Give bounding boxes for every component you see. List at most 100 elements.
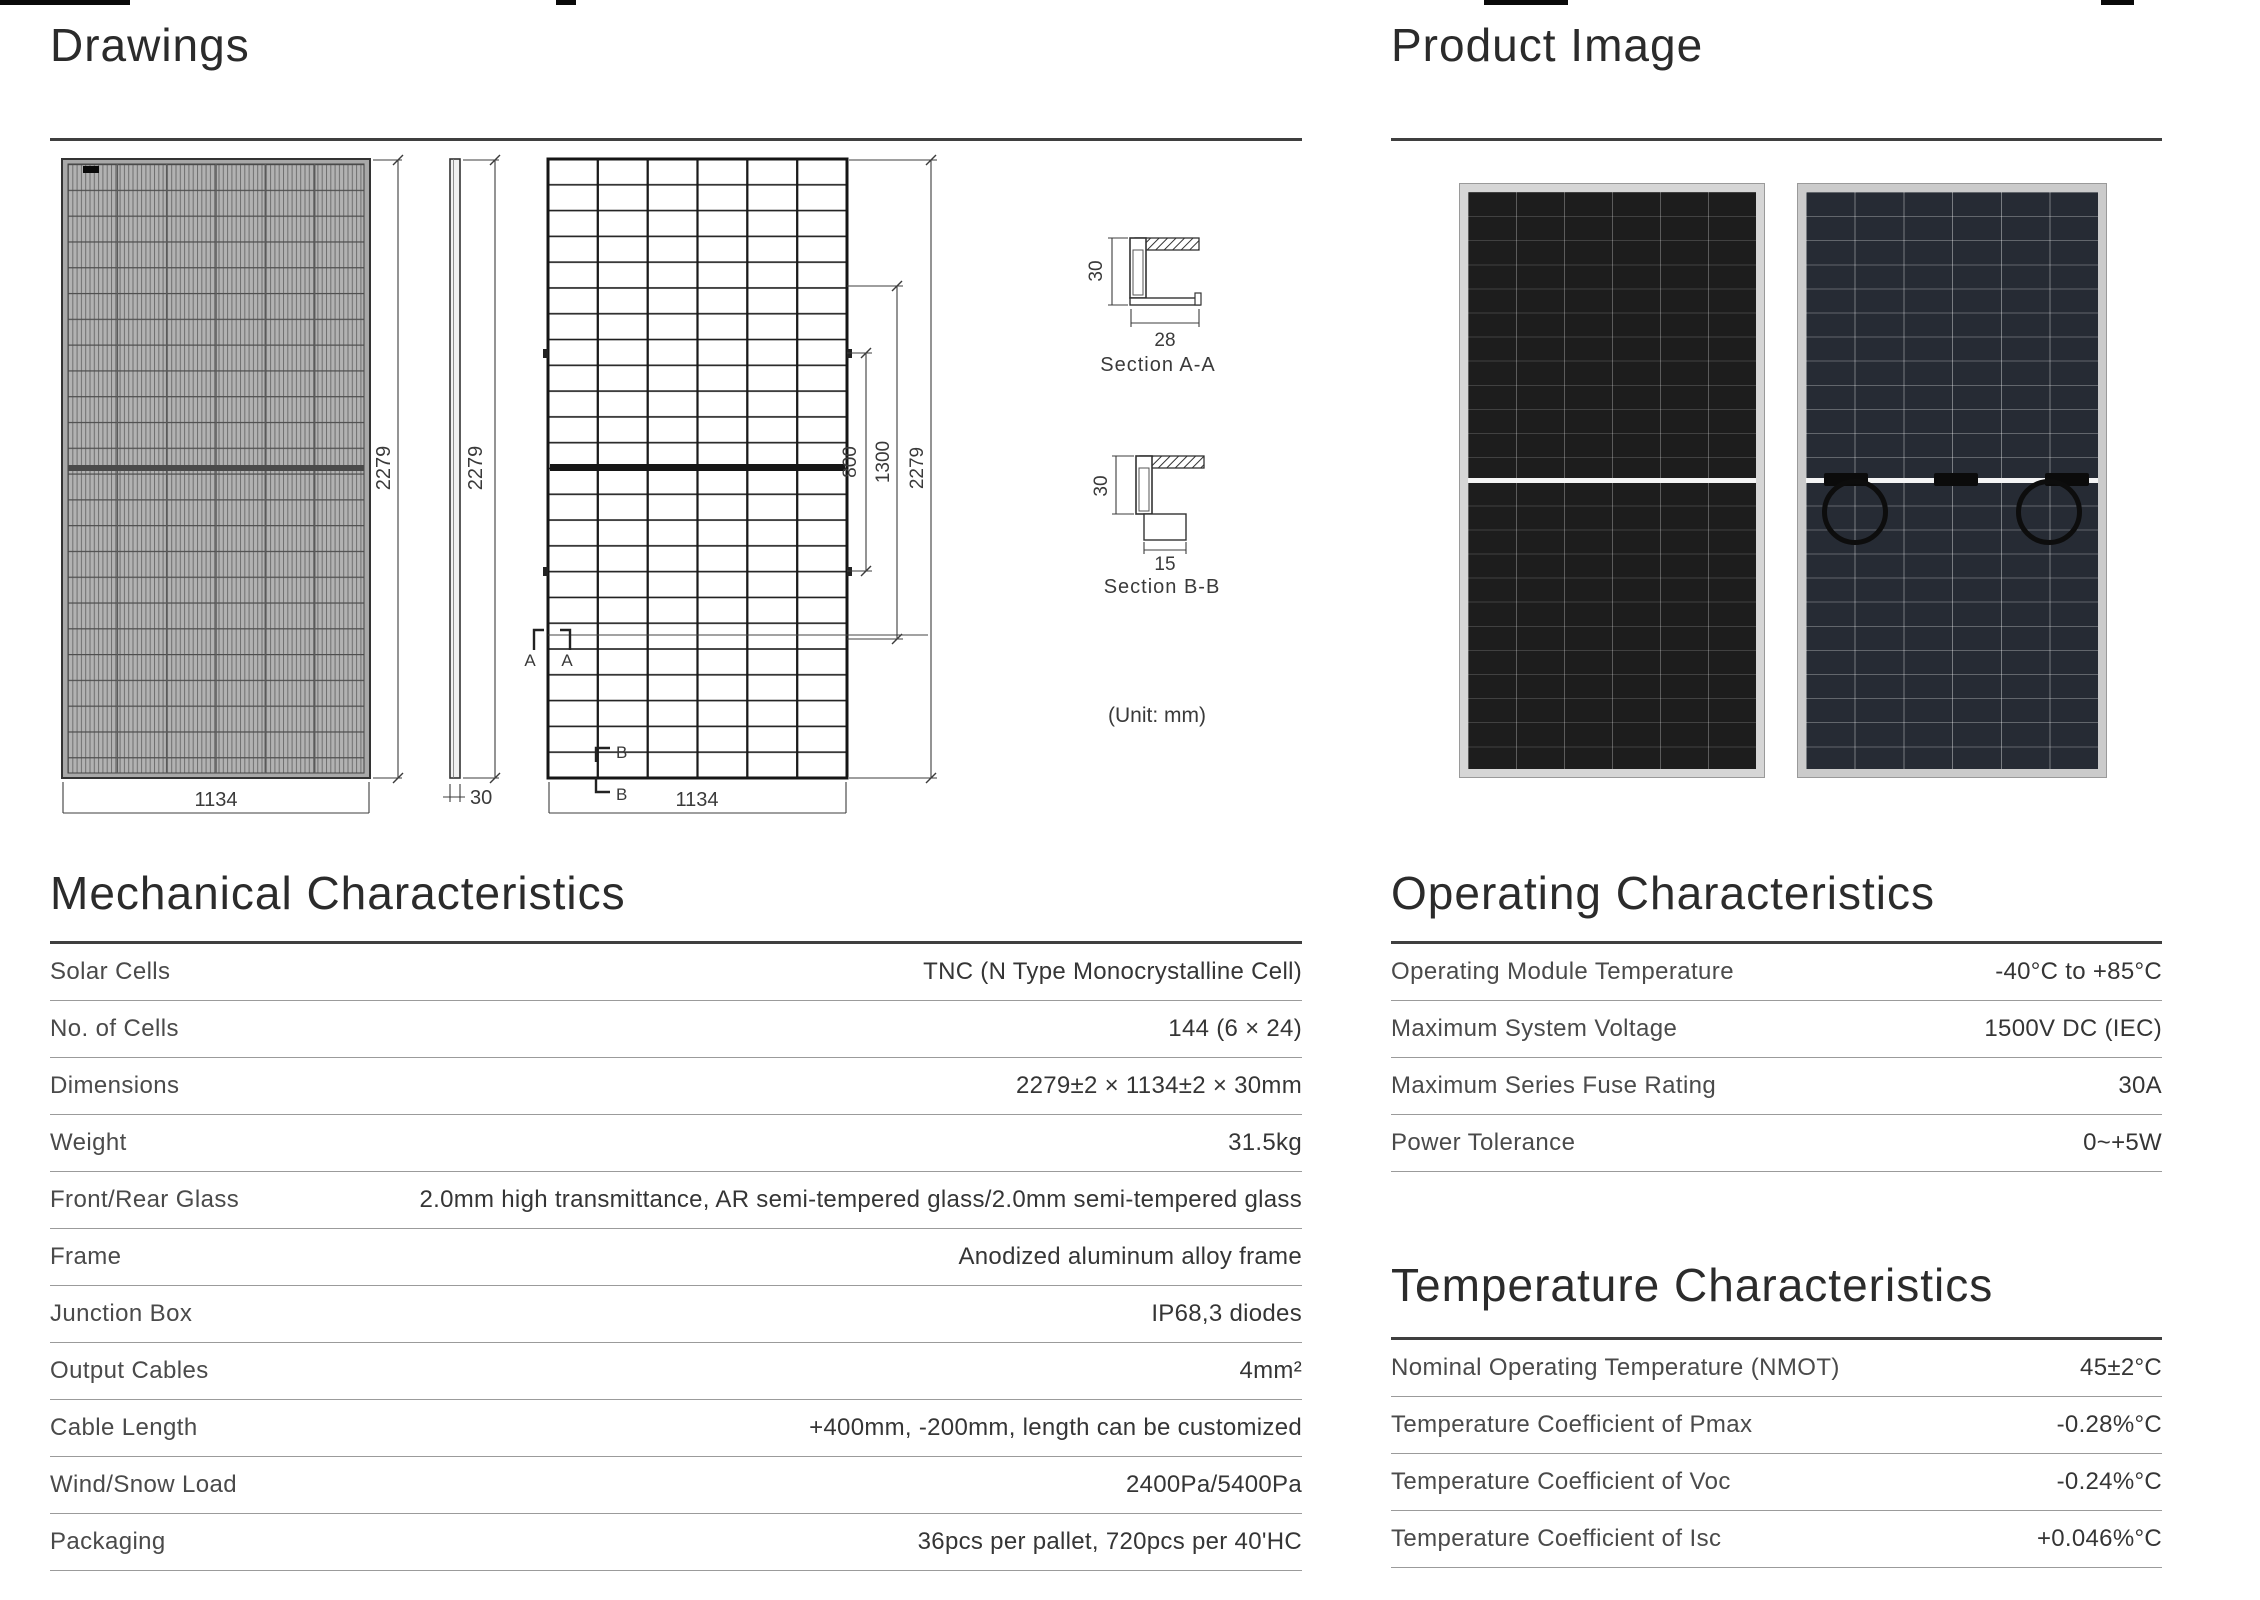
- row-label: Wind/Snow Load: [50, 1471, 238, 1498]
- row-value: -40°C to +85°C: [1995, 958, 2162, 985]
- operating-title: Operating Characteristics: [1391, 867, 1935, 919]
- table-row: Front/Rear Glass 2.0mm high transmittanc…: [50, 1172, 1302, 1229]
- table-row: Output Cables 4mm²: [50, 1343, 1302, 1400]
- section-bb-drawing: 30 15 Section B-B: [1091, 455, 1221, 598]
- page-edge-artifact: [0, 0, 130, 5]
- row-value: 4mm²: [1239, 1357, 1302, 1384]
- table-row: Operating Module Temperature -40°C to +8…: [1391, 944, 2162, 1001]
- page-edge-artifact: [1484, 0, 1568, 5]
- drawings-section-header: Drawings: [50, 18, 1302, 73]
- section-marker-a: A: [561, 651, 573, 670]
- drawings-title: Drawings: [50, 19, 250, 71]
- row-value: IP68,3 diodes: [1151, 1300, 1302, 1327]
- row-value: 0~+5W: [2083, 1129, 2162, 1156]
- row-label: No. of Cells: [50, 1015, 179, 1042]
- row-value: 36pcs per pallet, 720pcs per 40'HC: [917, 1528, 1302, 1555]
- table-row: Cable Length +400mm, -200mm, length can …: [50, 1400, 1302, 1457]
- table-row: Junction Box IP68,3 diodes: [50, 1286, 1302, 1343]
- row-value: +400mm, -200mm, length can be customized: [809, 1414, 1302, 1441]
- operating-section-header: Operating Characteristics: [1391, 866, 2162, 921]
- row-label: Frame: [50, 1243, 122, 1270]
- side-height-dim: 2279: [465, 446, 487, 491]
- side-view-drawing: 2279 30: [443, 154, 501, 809]
- row-value: 31.5kg: [1228, 1129, 1302, 1156]
- table-row: Temperature Coefficient of Voc -0.24%°C: [1391, 1454, 2162, 1511]
- row-value: -0.28%°C: [2056, 1411, 2162, 1438]
- section-aa-width-dim: 28: [1154, 330, 1175, 351]
- product-image-title-rule: [1391, 138, 2162, 141]
- rear-dim-800: 800: [840, 446, 861, 478]
- table-row: Nominal Operating Temperature (NMOT) 45±…: [1391, 1340, 2162, 1397]
- row-label: Temperature Coefficient of Voc: [1391, 1468, 1731, 1495]
- row-label: Temperature Coefficient of Isc: [1391, 1525, 1722, 1552]
- panel-middle-gap: [1468, 477, 1756, 483]
- table-row: Temperature Coefficient of Pmax -0.28%°C: [1391, 1397, 2162, 1454]
- front-view-drawing: 1134 2279: [61, 154, 404, 814]
- section-aa-height-dim: 30: [1086, 260, 1107, 281]
- table-row: Packaging 36pcs per pallet, 720pcs per 4…: [50, 1514, 1302, 1571]
- table-row: Frame Anodized aluminum alloy frame: [50, 1229, 1302, 1286]
- row-value: 144 (6 × 24): [1168, 1015, 1302, 1042]
- rear-view-drawing: 1134 A A B B 800 1300 2279: [524, 154, 937, 814]
- row-label: Temperature Coefficient of Pmax: [1391, 1411, 1753, 1438]
- drawings-title-rule: [50, 138, 1302, 141]
- row-value: 1500V DC (IEC): [1984, 1015, 2162, 1042]
- row-value: 30A: [2118, 1072, 2162, 1099]
- table-row: No. of Cells 144 (6 × 24): [50, 1001, 1302, 1058]
- table-row: Wind/Snow Load 2400Pa/5400Pa: [50, 1457, 1302, 1514]
- row-label: Nominal Operating Temperature (NMOT): [1391, 1354, 1840, 1381]
- table-row: Solar Cells TNC (N Type Monocrystalline …: [50, 944, 1302, 1001]
- side-thickness-dim: 30: [470, 787, 492, 809]
- row-value: +0.046%°C: [2036, 1525, 2162, 1552]
- section-bb-height-dim: 30: [1091, 475, 1112, 496]
- row-value: 2400Pa/5400Pa: [1125, 1471, 1302, 1498]
- section-marker-b: B: [616, 743, 627, 762]
- row-value: -0.24%°C: [2056, 1468, 2162, 1495]
- panel-cells-front: [1468, 192, 1756, 769]
- row-value: 45±2°C: [2080, 1354, 2162, 1381]
- section-marker-b: B: [616, 785, 627, 804]
- output-cable-loop: [1822, 478, 1888, 545]
- row-value: 2.0mm high transmittance, AR semi-temper…: [419, 1186, 1302, 1213]
- product-photo-front: [1459, 183, 1765, 778]
- section-marker-a: A: [524, 651, 536, 670]
- product-image-title: Product Image: [1391, 19, 1704, 71]
- table-row: Maximum Series Fuse Rating 30A: [1391, 1058, 2162, 1115]
- panel-cells-rear: [1806, 192, 2098, 769]
- row-label: Weight: [50, 1129, 127, 1156]
- temperature-section-header: Temperature Characteristics: [1391, 1258, 2162, 1313]
- section-bb-label: Section B-B: [1104, 576, 1221, 598]
- table-row: Dimensions 2279±2 × 1134±2 × 30mm: [50, 1058, 1302, 1115]
- table-row: Temperature Coefficient of Isc +0.046%°C: [1391, 1511, 2162, 1568]
- unit-note: (Unit: mm): [1108, 704, 1206, 727]
- temperature-table: Nominal Operating Temperature (NMOT) 45±…: [1391, 1337, 2162, 1568]
- output-cable-loop: [2016, 478, 2082, 545]
- mechanical-table: Solar Cells TNC (N Type Monocrystalline …: [50, 941, 1302, 1571]
- section-aa-drawing: 30 28 Section A-A: [1086, 237, 1215, 376]
- page-edge-artifact: [556, 0, 576, 5]
- row-label: Front/Rear Glass: [50, 1186, 240, 1213]
- row-value: TNC (N Type Monocrystalline Cell): [923, 958, 1302, 985]
- product-image-section-header: Product Image: [1391, 18, 2162, 73]
- row-label: Packaging: [50, 1528, 166, 1555]
- temperature-title: Temperature Characteristics: [1391, 1259, 1994, 1311]
- front-width-dim: 1134: [194, 789, 237, 811]
- operating-table: Operating Module Temperature -40°C to +8…: [1391, 941, 2162, 1172]
- row-label: Dimensions: [50, 1072, 180, 1099]
- table-row: Maximum System Voltage 1500V DC (IEC): [1391, 1001, 2162, 1058]
- row-label: Cable Length: [50, 1414, 198, 1441]
- mechanical-section-header: Mechanical Characteristics: [50, 866, 1302, 921]
- product-photo-rear: [1797, 183, 2107, 778]
- row-label: Maximum Series Fuse Rating: [1391, 1072, 1717, 1099]
- page-edge-artifact: [2101, 0, 2134, 5]
- technical-drawings: 1134 2279 2279 30: [61, 154, 1221, 814]
- row-label: Operating Module Temperature: [1391, 958, 1734, 985]
- row-label: Power Tolerance: [1391, 1129, 1576, 1156]
- row-value: Anodized aluminum alloy frame: [958, 1243, 1302, 1270]
- table-row: Weight 31.5kg: [50, 1115, 1302, 1172]
- junction-box: [1934, 472, 1979, 486]
- row-label: Solar Cells: [50, 958, 171, 985]
- table-row: Power Tolerance 0~+5W: [1391, 1115, 2162, 1172]
- nameplate-chip: [83, 166, 99, 173]
- row-label: Maximum System Voltage: [1391, 1015, 1678, 1042]
